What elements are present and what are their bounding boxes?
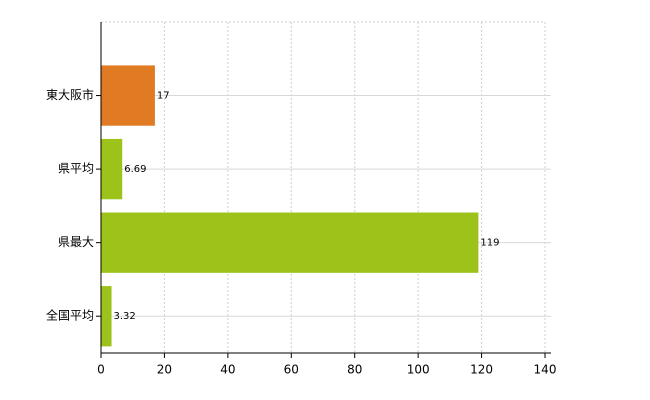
- bar: [101, 212, 479, 273]
- value-label: 119: [480, 238, 499, 249]
- x-tick-label: 40: [220, 363, 235, 377]
- value-label: 3.32: [114, 311, 136, 322]
- x-tick-label: 120: [470, 363, 493, 377]
- x-tick-label: 140: [534, 363, 557, 377]
- x-tick-label: 100: [407, 363, 430, 377]
- bar: [101, 138, 123, 200]
- y-tick-label: 全国平均: [46, 308, 94, 323]
- bar: [101, 65, 155, 126]
- x-tick-label: 0: [97, 363, 105, 377]
- y-tick-label: 県最大: [58, 235, 94, 249]
- x-tick-label: 20: [157, 363, 172, 377]
- y-tick-label: 東大阪市: [46, 87, 94, 102]
- y-tick-label: 県平均: [58, 162, 94, 176]
- value-label: 6.69: [124, 164, 146, 175]
- value-label: 17: [157, 91, 170, 102]
- x-tick-label: 60: [284, 363, 299, 377]
- x-tick-label: 80: [347, 363, 362, 377]
- bar: [101, 286, 112, 347]
